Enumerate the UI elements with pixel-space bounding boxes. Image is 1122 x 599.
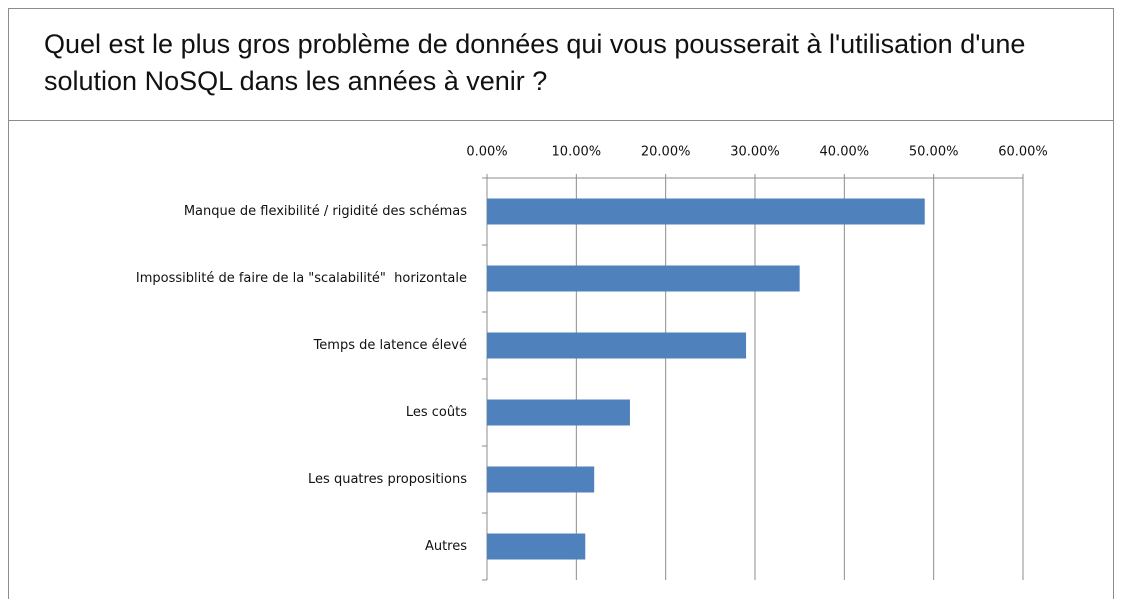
x-tick-label: 30.00% <box>730 145 780 160</box>
x-tick-label: 20.00% <box>641 145 691 160</box>
y-tick-label: Manque de flexibilité / rigidité des sch… <box>184 204 467 219</box>
x-tick-label: 40.00% <box>820 145 870 160</box>
bar <box>487 198 925 225</box>
x-tick-label: 10.00% <box>552 145 602 160</box>
y-tick-label: Temps de latence élevé <box>313 338 467 353</box>
frame <box>8 8 1114 599</box>
x-tick-label: 60.00% <box>998 145 1048 160</box>
x-tick-label: 0.00% <box>466 145 507 160</box>
bar <box>487 533 586 560</box>
bar <box>487 466 595 493</box>
y-tick-label: Impossiblité de faire de la "scalabilité… <box>136 271 467 286</box>
y-tick-label: Les coûts <box>406 405 467 420</box>
x-tick-label: 50.00% <box>909 145 959 160</box>
separator <box>8 120 1114 121</box>
y-tick-label: Autres <box>425 539 467 554</box>
bar <box>487 399 630 426</box>
bar <box>487 265 800 292</box>
bar <box>487 332 747 359</box>
chart-title: Quel est le plus gros problème de donnée… <box>44 29 1026 96</box>
y-tick-label: Les quatres propositions <box>308 472 467 487</box>
